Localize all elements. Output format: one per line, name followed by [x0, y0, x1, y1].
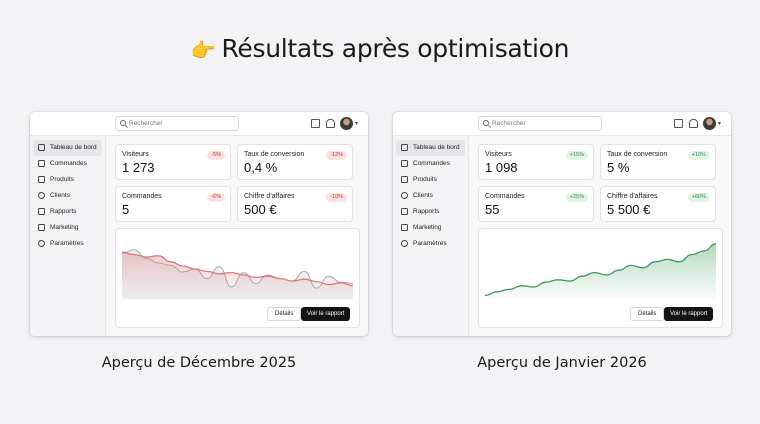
trend-badge: +25%	[565, 193, 588, 202]
users-icon	[401, 192, 408, 199]
pointing-hand-icon: 👉	[190, 38, 216, 62]
stat-card-orders: Commandes 55 +25%	[478, 186, 594, 222]
trend-badge: -12%	[326, 151, 347, 160]
megaphone-icon	[401, 224, 408, 231]
gear-icon	[401, 240, 408, 247]
sidebar-item-products[interactable]: Produits	[396, 172, 465, 188]
stat-card-visitors: Visiteurs 1 098 +15%	[478, 144, 594, 180]
topbar: Rechercher ▾	[30, 112, 368, 136]
sidebar-item-clients[interactable]: Clients	[396, 188, 465, 204]
caption-december: Aperçu de Décembre 2025	[101, 355, 297, 371]
bar-chart-icon	[38, 208, 45, 215]
sidebar-item-settings[interactable]: Paramètres	[33, 236, 102, 252]
main-line	[484, 243, 717, 297]
view-report-button[interactable]: Voir le rapport	[301, 307, 351, 321]
bell-icon[interactable]	[326, 119, 335, 128]
gear-icon	[38, 240, 45, 247]
tag-icon	[38, 176, 45, 183]
search-input[interactable]: Rechercher	[478, 116, 602, 131]
sidebar-item-reports[interactable]: Rapports	[396, 204, 465, 220]
trend-badge: -5%	[207, 151, 225, 160]
sidebar-item-dashboard[interactable]: Tableau de bord	[396, 140, 465, 156]
sidebar-item-orders[interactable]: Commandes	[396, 156, 465, 172]
dashboard-card-january: Rechercher ▾ Tableau de bord Commandes P…	[393, 112, 731, 336]
stat-card-visitors: Visiteurs 1 273 -5%	[115, 144, 231, 180]
topbar: Rechercher ▾	[393, 112, 731, 136]
sidebar-item-reports[interactable]: Rapports	[33, 204, 102, 220]
trend-badge: -10%	[326, 193, 347, 202]
headline-text: Résultats après optimisation	[221, 34, 570, 63]
avatar[interactable]	[340, 117, 353, 130]
sidebar-item-orders[interactable]: Commandes	[33, 156, 102, 172]
chevron-down-icon[interactable]: ▾	[355, 121, 359, 127]
sidebar: Tableau de bord Commandes Produits Clien…	[393, 136, 469, 336]
trend-badge: +15%	[565, 151, 588, 160]
trend-badge: +60%	[687, 193, 710, 202]
details-button[interactable]: Détails	[630, 307, 665, 321]
tag-icon	[401, 176, 408, 183]
dashboard-card-december: Rechercher ▾ Tableau de bord Commandes P…	[30, 112, 368, 336]
search-input[interactable]: Rechercher	[115, 116, 239, 131]
main-area	[485, 243, 716, 299]
view-report-button[interactable]: Voir le rapport	[664, 307, 714, 321]
home-icon	[401, 144, 408, 151]
headline: 👉 Résultats après optimisation	[0, 34, 760, 63]
main-line	[121, 251, 354, 287]
trend-chart: Détails Voir le rapport	[478, 228, 723, 328]
package-icon	[38, 160, 45, 167]
search-placeholder: Rechercher	[129, 120, 163, 127]
trend-badge: -6%	[207, 193, 225, 202]
sidebar-item-settings[interactable]: Paramètres	[396, 236, 465, 252]
stat-card-conversion: Taux de conversion 0,4 % -12%	[237, 144, 353, 180]
avatar[interactable]	[703, 117, 716, 130]
stat-card-conversion: Taux de conversion 5 % +10%	[600, 144, 716, 180]
book-icon[interactable]	[311, 119, 320, 128]
sidebar-item-dashboard[interactable]: Tableau de bord	[33, 140, 102, 156]
details-button[interactable]: Détails	[267, 307, 302, 321]
main-area	[122, 252, 353, 299]
sidebar-item-marketing[interactable]: Marketing	[33, 220, 102, 236]
trend-badge: +10%	[687, 151, 710, 160]
home-icon	[38, 144, 45, 151]
sidebar-item-clients[interactable]: Clients	[33, 188, 102, 204]
search-placeholder: Rechercher	[492, 120, 526, 127]
caption-january: Aperçu de Janvier 2026	[477, 355, 647, 371]
book-icon[interactable]	[674, 119, 683, 128]
megaphone-icon	[38, 224, 45, 231]
package-icon	[401, 160, 408, 167]
bell-icon[interactable]	[689, 119, 698, 128]
sidebar: Tableau de bord Commandes Produits Clien…	[30, 136, 106, 336]
stat-card-orders: Commandes 5 -6%	[115, 186, 231, 222]
trend-chart: Détails Voir le rapport	[115, 228, 360, 328]
bar-chart-icon	[401, 208, 408, 215]
chevron-down-icon[interactable]: ▾	[718, 121, 722, 127]
users-icon	[38, 192, 45, 199]
stat-card-revenue: Chiffre d'affaires 5 500 € +60%	[600, 186, 716, 222]
sidebar-item-marketing[interactable]: Marketing	[396, 220, 465, 236]
stat-card-revenue: Chiffre d'affaires 500 € -10%	[237, 186, 353, 222]
search-icon	[483, 120, 489, 126]
search-icon	[120, 120, 126, 126]
sidebar-item-products[interactable]: Produits	[33, 172, 102, 188]
